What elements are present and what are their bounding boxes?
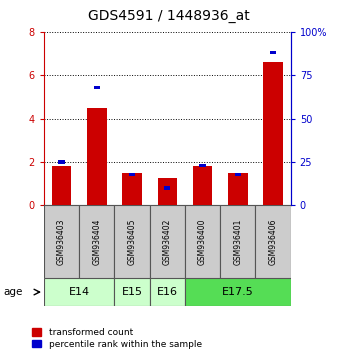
Bar [58,160,65,164]
Bar [164,187,170,189]
Bar [185,205,220,278]
Text: GSM936400: GSM936400 [198,218,207,265]
Bar [122,173,142,205]
Bar [115,278,150,306]
Bar [158,178,177,205]
Bar [256,205,291,278]
Text: E17.5: E17.5 [222,287,254,297]
Bar [79,205,115,278]
Bar [52,166,71,205]
Legend: transformed count, percentile rank within the sample: transformed count, percentile rank withi… [31,327,203,349]
Bar [220,205,256,278]
Text: GSM936405: GSM936405 [127,218,137,265]
Bar [44,278,115,306]
Bar [129,172,135,176]
Bar [150,278,185,306]
Text: GSM936402: GSM936402 [163,218,172,265]
Text: E14: E14 [69,287,90,297]
Bar [270,51,276,54]
Bar [150,205,185,278]
Bar [115,205,150,278]
Bar [44,205,79,278]
Text: GSM936403: GSM936403 [57,218,66,265]
Bar [228,173,247,205]
Text: E16: E16 [157,287,178,297]
Bar [263,62,283,205]
Bar [94,86,100,89]
Bar [235,172,241,176]
Text: GSM936406: GSM936406 [269,218,277,265]
Text: GSM936401: GSM936401 [233,218,242,265]
Text: E15: E15 [122,287,143,297]
Bar [87,108,106,205]
Text: age: age [3,287,23,297]
Bar [193,166,212,205]
Bar [185,278,291,306]
Bar [199,164,206,167]
Text: GDS4591 / 1448936_at: GDS4591 / 1448936_at [88,9,250,23]
Text: GSM936404: GSM936404 [92,218,101,265]
